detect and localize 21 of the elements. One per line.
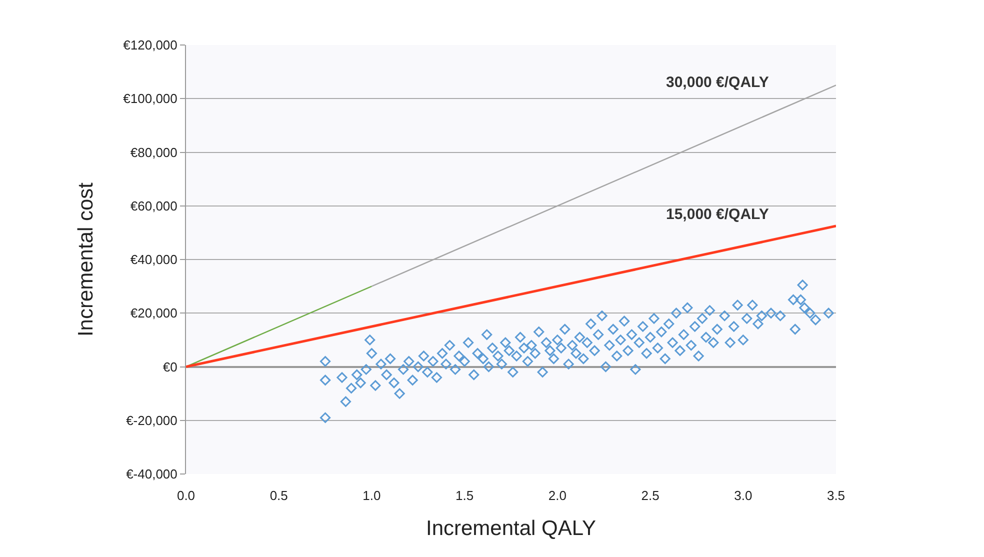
y-tick-label: €60,000 (130, 198, 178, 214)
x-tick-label: 3.5 (826, 488, 846, 503)
x-tick-label: 3.0 (734, 488, 752, 503)
x-tick-label: 1.0 (362, 488, 381, 503)
x-tick-label: 2.0 (548, 488, 566, 503)
y-tick-label: €0 (162, 359, 178, 374)
y-tick-label: €-20,000 (126, 412, 178, 428)
x-tick-label: 0.5 (270, 488, 288, 503)
y-tick-label: €-40,000 (126, 466, 178, 482)
x-tick-label: 1.5 (456, 488, 474, 503)
y-tick-label: €40,000 (130, 252, 178, 268)
y-tick-label: €80,000 (130, 144, 178, 160)
y-tick-label: €20,000 (130, 306, 178, 321)
x-tick-label: 0.0 (176, 488, 196, 503)
x-tick-label: 2.5 (641, 488, 660, 503)
y-tick-label: €100,000 (123, 91, 178, 106)
annotation: 15,000 €/QALY (666, 206, 769, 223)
annotation: 30,000 €/QALY (666, 74, 769, 91)
y-tick-label: €120,000 (123, 38, 178, 53)
y-axis-title: Incremental cost (74, 182, 98, 337)
x-axis-title: Incremental QALY (426, 517, 596, 540)
